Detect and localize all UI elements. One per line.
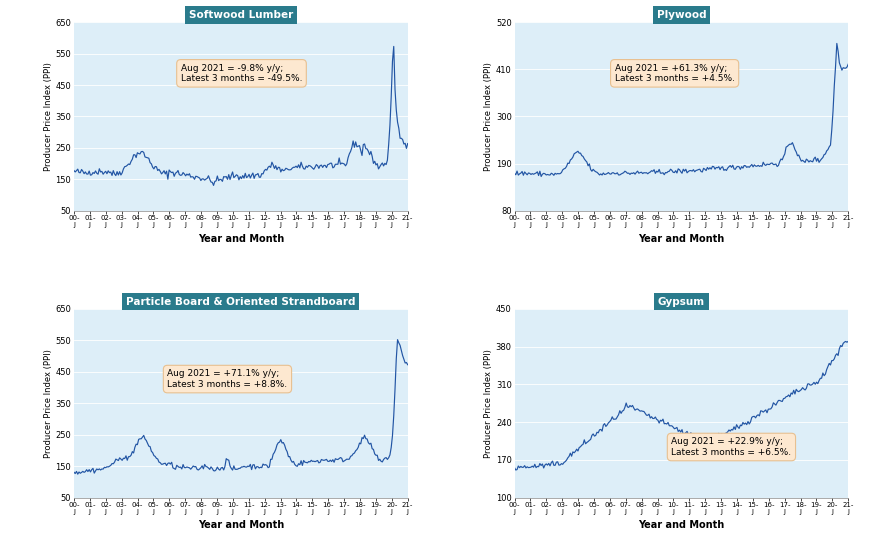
Y-axis label: Producer Price Index (PPI): Producer Price Index (PPI) [483,349,493,458]
Text: Aug 2021 = +71.1% y/y;
Latest 3 months = +8.8%.: Aug 2021 = +71.1% y/y; Latest 3 months =… [167,369,287,389]
Y-axis label: Producer Price Index (PPI): Producer Price Index (PPI) [483,62,493,171]
Y-axis label: Producer Price Index (PPI): Producer Price Index (PPI) [43,349,52,458]
X-axis label: Year and Month: Year and Month [197,520,283,530]
Title: Particle Board & Oriented Strandboard: Particle Board & Oriented Strandboard [126,297,355,307]
X-axis label: Year and Month: Year and Month [197,233,283,243]
Text: Aug 2021 = -9.8% y/y;
Latest 3 months = -49.5%.: Aug 2021 = -9.8% y/y; Latest 3 months = … [181,64,302,83]
Title: Plywood: Plywood [656,10,706,20]
X-axis label: Year and Month: Year and Month [638,520,724,530]
Y-axis label: Producer Price Index (PPI): Producer Price Index (PPI) [43,62,52,171]
Text: Aug 2021 = +61.3% y/y;
Latest 3 months = +4.5%.: Aug 2021 = +61.3% y/y; Latest 3 months =… [614,64,733,83]
Title: Softwood Lumber: Softwood Lumber [189,10,293,20]
Title: Gypsum: Gypsum [657,297,704,307]
Text: Aug 2021 = +22.9% y/y;
Latest 3 months = +6.5%.: Aug 2021 = +22.9% y/y; Latest 3 months =… [671,437,791,457]
X-axis label: Year and Month: Year and Month [638,233,724,243]
